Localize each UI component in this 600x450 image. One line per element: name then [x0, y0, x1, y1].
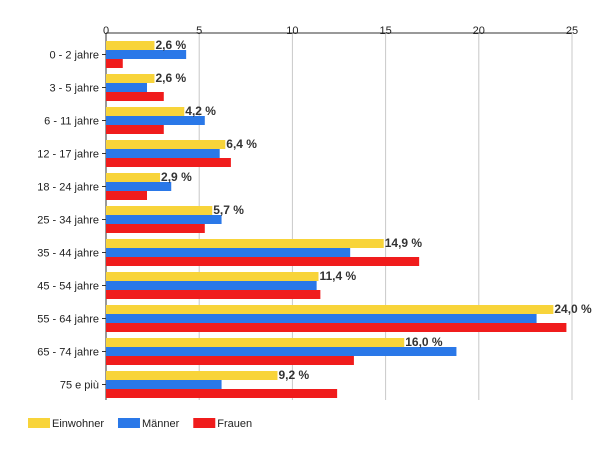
bar-frauen	[106, 389, 338, 398]
x-tick-label: 10	[286, 25, 298, 37]
data-label: 14,9 %	[385, 236, 423, 250]
legend-swatch	[117, 418, 140, 428]
bar-männer	[106, 116, 205, 125]
bar-einwohner	[106, 140, 226, 149]
legend: Einwohner Männer Frauen	[28, 418, 252, 430]
data-label: 5,7 %	[213, 203, 244, 217]
legend-label: Männer	[142, 418, 180, 430]
bar-frauen	[106, 323, 567, 332]
bar-frauen	[106, 125, 164, 134]
bar-männer	[106, 215, 222, 224]
category-label: 6 - 11 jahre	[44, 116, 99, 128]
category-label: 12 - 17 jahre	[37, 149, 99, 161]
data-label: 24,0 %	[554, 302, 592, 316]
bar-frauen	[106, 224, 205, 233]
bar-einwohner	[106, 305, 554, 314]
bar-männer	[106, 347, 457, 356]
bar-männer	[106, 380, 222, 389]
bar-frauen	[106, 59, 123, 68]
bar-einwohner	[106, 239, 384, 248]
data-label: 2,6 %	[155, 38, 186, 52]
x-tick-label: 0	[103, 25, 109, 37]
x-tick-label: 15	[379, 25, 391, 37]
bar-frauen	[106, 290, 321, 299]
bar-männer	[106, 50, 187, 59]
category-label: 25 - 34 jahre	[37, 215, 99, 227]
bar-einwohner	[106, 74, 155, 83]
data-label: 9,2 %	[278, 368, 309, 382]
bar-einwohner	[106, 272, 319, 281]
category-label: 3 - 5 jahre	[49, 83, 99, 95]
bar-einwohner	[106, 41, 155, 50]
bar-männer	[106, 149, 220, 158]
bar-frauen	[106, 356, 354, 365]
bar-frauen	[106, 257, 420, 266]
bar-männer	[106, 281, 317, 290]
bar-frauen	[106, 92, 164, 101]
category-label: 35 - 44 jahre	[37, 248, 99, 260]
bar-männer	[106, 248, 351, 257]
category-label: 65 - 74 jahre	[37, 347, 99, 359]
legend-label: Einwohner	[52, 418, 104, 430]
bars	[106, 41, 567, 398]
x-tick-label: 20	[473, 25, 485, 37]
bar-frauen	[106, 191, 148, 200]
x-tick-label: 25	[566, 25, 578, 37]
y-axis-categories: 0 - 2 jahre 3 - 5 jahre 6 - 11 jahre 12 - 1…	[37, 50, 106, 392]
bar-männer	[106, 182, 172, 191]
bar-einwohner	[106, 107, 185, 116]
category-label: 75 e più	[60, 380, 99, 392]
data-label: 6,4 %	[226, 137, 257, 151]
bar-männer	[106, 314, 537, 323]
legend-label: Frauen	[217, 418, 252, 430]
bar-einwohner	[106, 173, 161, 182]
data-label: 4,2 %	[185, 104, 216, 118]
category-label: 45 - 54 jahre	[37, 281, 99, 293]
legend-swatch	[193, 418, 216, 428]
x-tick-label: 5	[196, 25, 202, 37]
data-label: 2,6 %	[155, 71, 186, 85]
data-label: 2,9 %	[161, 170, 192, 184]
category-label: 0 - 2 jahre	[49, 50, 99, 62]
data-label: 11,4 %	[319, 269, 356, 283]
bar-einwohner	[106, 206, 213, 215]
data-labels: 2,6 % 2,6 % 4,2 % 6,4 % 2,9 % 5,7 % 14,9 % 11,4…	[155, 38, 592, 382]
bar-männer	[106, 83, 148, 92]
bar-einwohner	[106, 371, 278, 380]
bar-einwohner	[106, 338, 405, 347]
x-axis-ticks: 0 5 10 15 20 25	[103, 25, 578, 37]
legend-swatch	[28, 418, 50, 428]
category-label: 18 - 24 jahre	[37, 182, 99, 194]
data-label: 16,0 %	[405, 335, 443, 349]
bar-frauen	[106, 158, 231, 167]
category-label: 55 - 64 jahre	[37, 314, 99, 326]
